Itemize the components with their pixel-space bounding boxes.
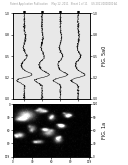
Text: FIG. 1a: FIG. 1a	[102, 122, 108, 139]
Text: FIG. 5a0: FIG. 5a0	[102, 46, 108, 66]
X-axis label: THz amplitude (a.u.): THz amplitude (a.u.)	[37, 104, 65, 108]
Text: Patent Application Publication     May 12, 2011   Sheet 1 of 11     US 2011/0000: Patent Application Publication May 12, 2…	[10, 2, 118, 6]
